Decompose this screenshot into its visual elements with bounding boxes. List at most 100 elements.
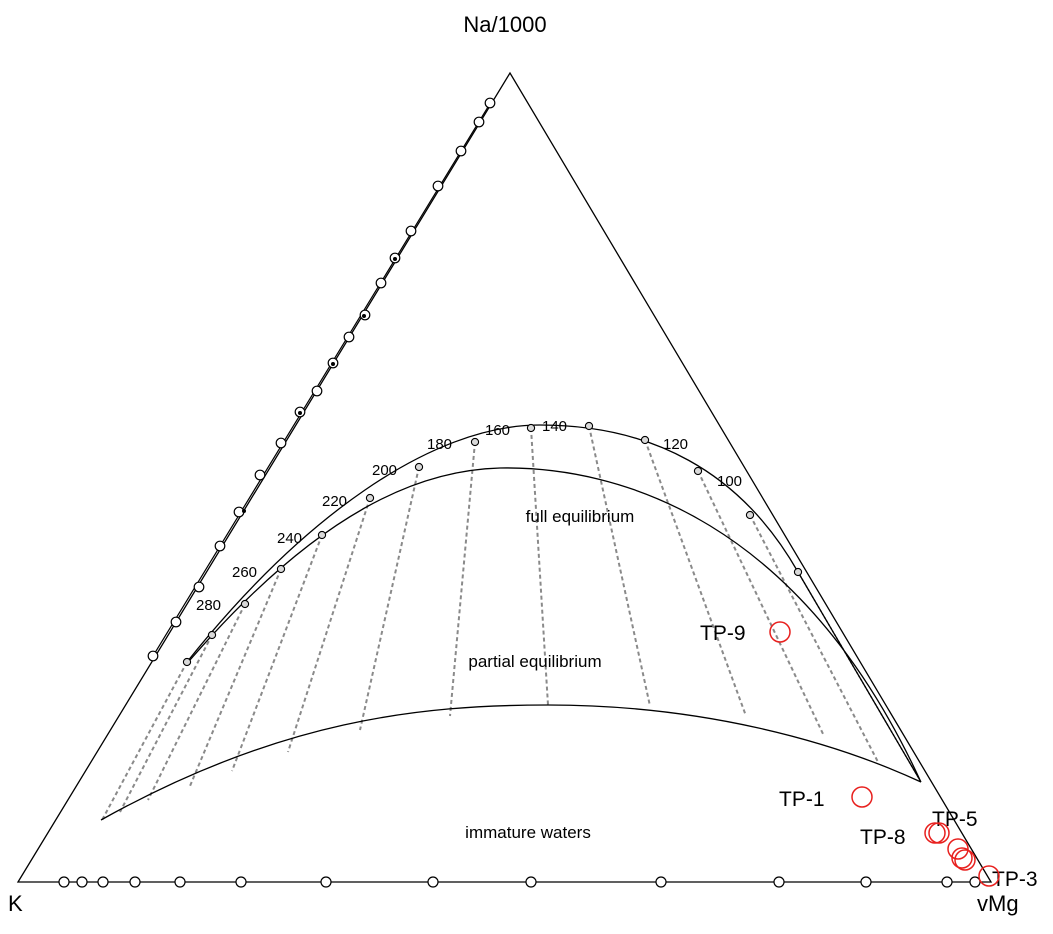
left-edge-dot	[362, 314, 366, 318]
sample-label-tp-5: TP-5	[932, 808, 978, 831]
left-edge-marker	[455, 145, 467, 157]
sample-point	[924, 822, 946, 844]
partial-equilibrium-boundary	[189, 467, 921, 781]
isotherm-tie-line	[100, 661, 188, 823]
temp-label-160: 160	[485, 422, 510, 439]
temperature-marker	[640, 435, 650, 445]
isotherm-tie-line	[359, 466, 420, 731]
bottom-edge-marker	[773, 876, 785, 888]
sample-label-tp-3: TP-3	[992, 868, 1038, 891]
left-edge-dot	[242, 509, 246, 513]
isotherm-tie-line	[231, 534, 323, 772]
sample-label-tp-9: TP-9	[700, 622, 746, 645]
left-edge-marker	[214, 540, 226, 552]
temp-label-280: 280	[196, 597, 221, 614]
sample-point	[928, 822, 950, 844]
temperature-marker	[207, 630, 217, 640]
left-edge-marker	[473, 116, 485, 128]
bottom-edge-marker	[320, 876, 332, 888]
isotherm-tie-line	[119, 634, 213, 813]
left-edge-marker	[375, 277, 387, 289]
temperature-marker	[182, 657, 192, 667]
temperature-marker	[365, 493, 375, 503]
sample-point	[951, 847, 973, 869]
temp-label-200: 200	[372, 462, 397, 479]
sample-point	[978, 865, 1000, 887]
temperature-marker	[317, 530, 327, 540]
temp-label-100: 100	[717, 473, 742, 490]
bottom-edge-marker	[235, 876, 247, 888]
isotherm-tie-lines	[100, 425, 879, 823]
left-edge-dot	[298, 411, 302, 415]
temperature-marker	[745, 510, 755, 520]
isotherm-tie-line	[189, 568, 282, 787]
temperature-marker	[240, 599, 250, 609]
left-edge-marker	[170, 616, 182, 628]
temperature-markers	[182, 421, 803, 667]
bottom-edge-marker	[525, 876, 537, 888]
left-edge-marker	[343, 331, 355, 343]
temperature-marker	[693, 466, 703, 476]
temp-label-180: 180	[427, 436, 452, 453]
temp-label-240: 240	[277, 530, 302, 547]
full-equilibrium-dashed-segment	[797, 571, 922, 783]
sample-points	[769, 621, 1000, 887]
isotherm-tie-line	[588, 425, 651, 707]
temp-label-140: 140	[542, 418, 567, 435]
isotherm-tie-line	[287, 497, 371, 753]
text-labels: Na/1000 K vMg full equilibrium partial e…	[8, 12, 1038, 916]
sample-point	[851, 786, 873, 808]
immature-waters-boundary	[100, 704, 922, 821]
bottom-edge-marker	[97, 876, 109, 888]
temp-label-220: 220	[322, 493, 347, 510]
left-edge-dot	[331, 362, 335, 366]
temperature-marker	[470, 437, 480, 447]
left-edge-dot	[393, 257, 397, 261]
temp-label-260: 260	[232, 564, 257, 581]
vertex-label-right: vMg	[977, 891, 1019, 916]
vertex-label-top: Na/1000	[463, 12, 546, 37]
temperature-marker	[526, 423, 536, 433]
isotherm-tie-line	[749, 514, 879, 763]
left-edge-marker	[147, 650, 159, 662]
region-label-partial-equilibrium: partial equilibrium	[468, 652, 601, 671]
bottom-edge-marker	[860, 876, 872, 888]
temperature-marker	[793, 567, 803, 577]
vertex-label-left: K	[8, 891, 23, 916]
triangle-outline	[16, 71, 993, 883]
bottom-edge-marker	[129, 876, 141, 888]
bottom-edge-marker	[655, 876, 667, 888]
edge-markers	[58, 97, 981, 888]
sample-point	[769, 621, 791, 643]
equilibrium-curves	[100, 101, 922, 821]
triangle-frame	[16, 71, 993, 883]
bottom-edge-marker	[76, 876, 88, 888]
sample-point	[954, 849, 976, 871]
region-label-full-equilibrium: full equilibrium	[526, 507, 635, 526]
temperature-marker	[276, 564, 286, 574]
bottom-edge-marker	[941, 876, 953, 888]
full-equilibrium-curve	[186, 424, 922, 783]
temperature-marker	[584, 421, 594, 431]
left-edge-marker	[193, 581, 205, 593]
left-edge-marker	[254, 469, 266, 481]
isotherm-tie-line	[530, 427, 549, 706]
left-edge-marker	[432, 180, 444, 192]
left-edge-marker	[405, 225, 417, 237]
sample-point	[947, 838, 969, 860]
left-edge-marker	[484, 97, 496, 109]
bottom-edge-marker	[969, 876, 981, 888]
left-edge-marker	[275, 437, 287, 449]
temperature-marker	[414, 462, 424, 472]
bottom-edge-marker	[427, 876, 439, 888]
region-label-immature-waters: immature waters	[465, 823, 591, 842]
isotherm-tie-line	[147, 603, 246, 801]
bottom-edge-marker	[174, 876, 186, 888]
sample-label-tp-8: TP-8	[860, 826, 906, 849]
sample-label-tp-1: TP-1	[779, 788, 825, 811]
left-edge-guide-line	[152, 101, 492, 657]
isotherm-tie-line	[449, 441, 476, 717]
left-edge-marker	[311, 385, 323, 397]
